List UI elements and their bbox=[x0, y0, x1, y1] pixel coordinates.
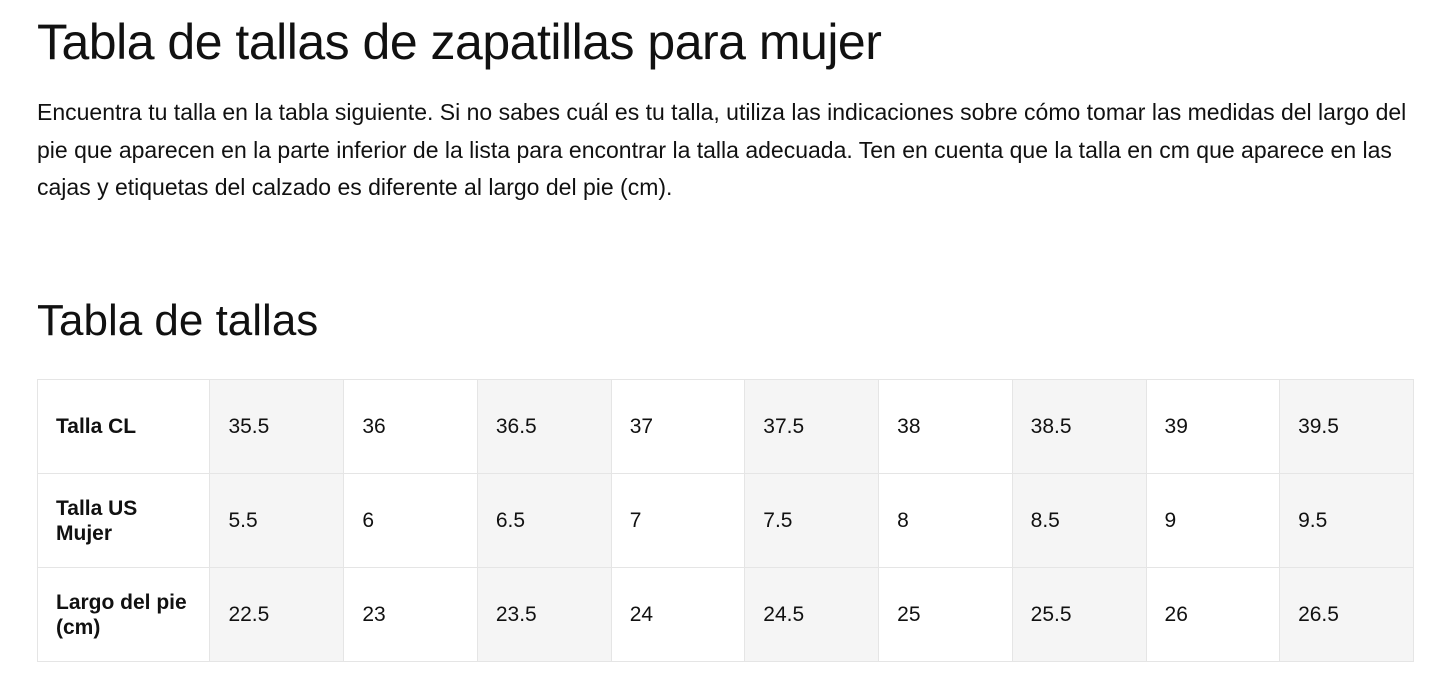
size-cell: 36.5 bbox=[476, 379, 612, 474]
size-cell: 23 bbox=[343, 567, 478, 662]
size-cell: 35.5 bbox=[209, 379, 345, 474]
size-cell: 7.5 bbox=[744, 473, 880, 568]
size-cell: 6.5 bbox=[476, 473, 612, 568]
size-cell: 24.5 bbox=[744, 567, 880, 662]
size-cell: 38 bbox=[878, 379, 1013, 474]
page-title: Tabla de tallas de zapatillas para mujer bbox=[37, 14, 882, 70]
size-cell: 5.5 bbox=[209, 473, 345, 568]
size-cell: 25 bbox=[878, 567, 1013, 662]
row-label: Largo del pie (cm) bbox=[36, 567, 211, 662]
size-cell: 39 bbox=[1145, 379, 1281, 474]
size-cell: 22.5 bbox=[209, 567, 345, 662]
size-cell: 8 bbox=[878, 473, 1013, 568]
size-cell: 39.5 bbox=[1279, 379, 1414, 474]
size-cell: 36 bbox=[343, 379, 478, 474]
size-cell: 25.5 bbox=[1011, 567, 1147, 662]
size-cell: 23.5 bbox=[476, 567, 612, 662]
table-row: Talla US Mujer 5.5 6 6.5 7 7.5 8 8.5 9 9.5 bbox=[36, 473, 1414, 568]
table-row: Talla CL 35.5 36 36.5 37 37.5 38 38.5 39 39.5 bbox=[36, 379, 1414, 474]
size-cell: 7 bbox=[610, 473, 746, 568]
size-cell: 9.5 bbox=[1279, 473, 1414, 568]
size-cell: 9 bbox=[1145, 473, 1281, 568]
size-cell: 26 bbox=[1145, 567, 1281, 662]
size-table: Talla CL 35.5 36 36.5 37 37.5 38 38.5 39 39.5 Tall… bbox=[36, 379, 1414, 662]
section-title: Tabla de tallas bbox=[37, 296, 319, 345]
size-cell: 26.5 bbox=[1279, 567, 1414, 662]
row-label: Talla CL bbox=[36, 379, 211, 474]
size-cell: 8.5 bbox=[1011, 473, 1147, 568]
size-cell: 24 bbox=[610, 567, 746, 662]
table-body: Talla CL 35.5 36 36.5 37 37.5 38 38.5 39 39.5 Tall… bbox=[36, 379, 1414, 662]
size-cell: 6 bbox=[343, 473, 478, 568]
table-row: Largo del pie (cm) 22.5 23 23.5 24 24.5 25 25.5… bbox=[36, 567, 1414, 662]
size-cell: 38.5 bbox=[1011, 379, 1147, 474]
row-label: Talla US Mujer bbox=[36, 473, 211, 568]
size-cell: 37.5 bbox=[744, 379, 880, 474]
intro-text: Encuentra tu talla en la tabla siguiente… bbox=[37, 99, 1407, 200]
size-cell: 37 bbox=[610, 379, 746, 474]
